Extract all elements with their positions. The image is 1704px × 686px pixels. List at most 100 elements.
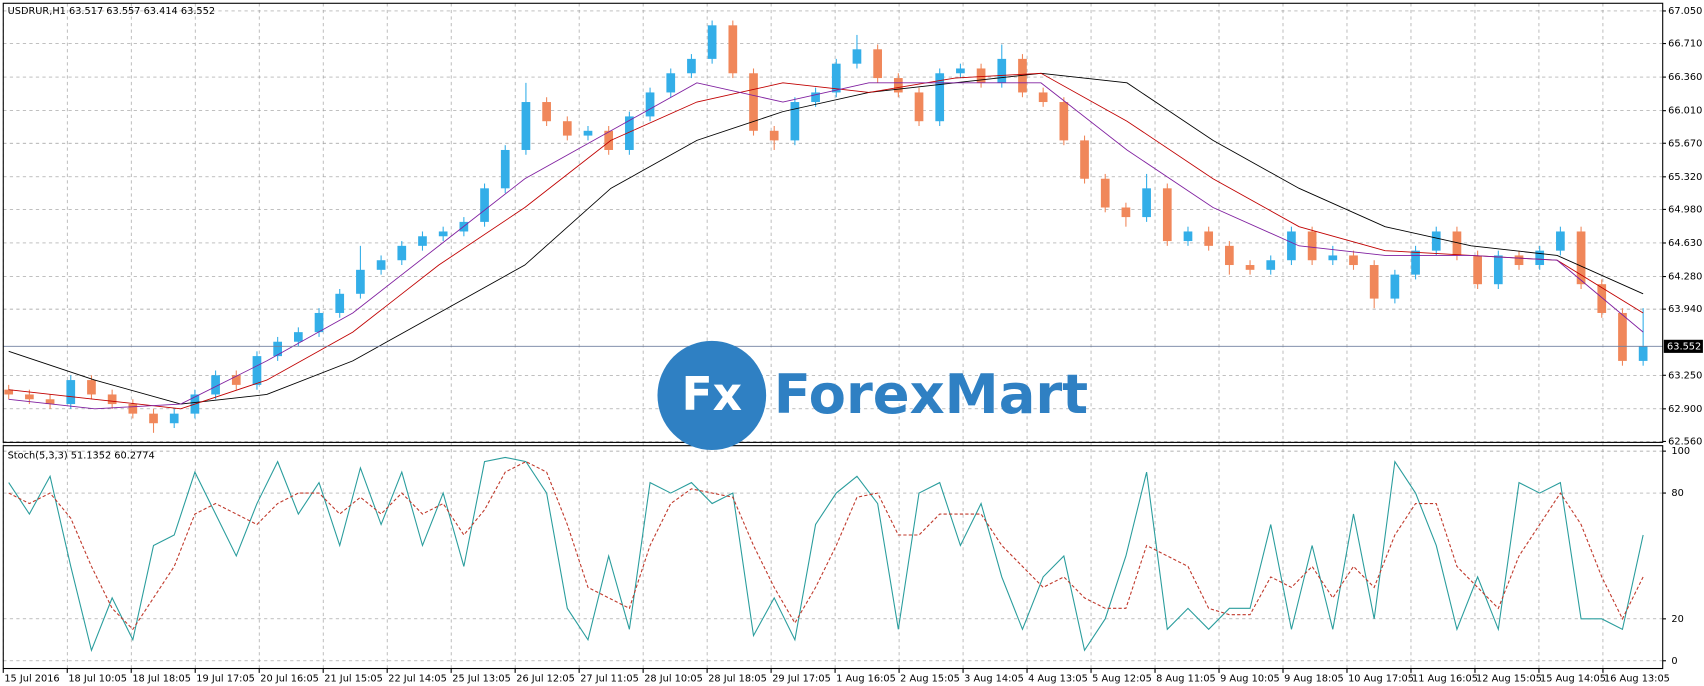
candle-body [273, 341, 283, 357]
x-tick-label: 22 Jul 14:05 [388, 673, 447, 684]
x-tick-label: 28 Jul 18:05 [708, 673, 767, 684]
x-tick-label: 28 Jul 10:05 [644, 673, 703, 684]
candle-body [873, 49, 882, 79]
last-price-label: 63.552 [1667, 341, 1701, 352]
candle-body [583, 130, 593, 136]
x-tick-label: 15 Aug 14:05 [1540, 673, 1606, 684]
candle-body [976, 68, 986, 83]
x-tick-label: 3 Aug 14:05 [964, 673, 1024, 684]
candle-body [831, 63, 841, 93]
candle-body [376, 260, 386, 270]
x-tick-label: 18 Jul 18:05 [132, 673, 191, 684]
candle-body [231, 375, 241, 385]
candle-body [1638, 346, 1648, 361]
candle-body [956, 68, 965, 74]
candle-body [562, 121, 572, 136]
y-tick-label: 66.360 [1668, 72, 1702, 83]
y-tick-label: 66.010 [1668, 106, 1702, 117]
logo-circle [657, 340, 767, 451]
candle-body [1597, 284, 1607, 313]
x-tick-label: 9 Aug 18:05 [1284, 673, 1344, 684]
y-tick-label: 64.630 [1668, 238, 1702, 249]
x-tick-label: 25 Jul 13:05 [452, 673, 511, 684]
candle-body [211, 375, 220, 395]
candle-body [1307, 231, 1317, 261]
indicator-title: Stoch(5,3,3) 51.1352 60.2774 [8, 450, 155, 461]
candle-body [1162, 188, 1172, 242]
x-tick-label: 2 Aug 15:05 [900, 673, 960, 684]
candle-body [1514, 255, 1524, 266]
logo-text: ForexMart [774, 362, 1088, 426]
x-tick-label: 8 Aug 11:05 [1156, 673, 1216, 684]
candle-body [4, 389, 14, 395]
candle-body [45, 399, 55, 405]
moving-average [8, 82, 1644, 410]
candle-body [438, 231, 448, 237]
candle-body [87, 380, 96, 395]
candle-body [1245, 265, 1255, 270]
y-tick-label: 64.280 [1668, 272, 1702, 283]
candle-body [1080, 140, 1089, 179]
candle-body [1038, 92, 1048, 103]
x-tick-label: 20 Jul 16:05 [260, 673, 319, 684]
x-tick-label: 5 Aug 12:05 [1092, 673, 1152, 684]
marks [3, 20, 1663, 653]
candle-body [1142, 188, 1151, 218]
candle-body [1556, 231, 1565, 251]
candle-body [1266, 260, 1276, 270]
candle-body [1535, 250, 1545, 266]
candle-body [149, 413, 158, 424]
y-tick-label: 65.320 [1668, 172, 1702, 183]
candle-body [790, 102, 800, 141]
candle-body [1287, 231, 1296, 261]
candle-body [1452, 231, 1462, 256]
candle-body [728, 25, 738, 74]
y-tick-label: 100 [1671, 446, 1690, 457]
candle-body [1618, 312, 1627, 361]
candle-body [25, 394, 34, 400]
x-tick-label: 19 Jul 17:05 [196, 673, 255, 684]
candle-body [66, 380, 76, 405]
last-price-box [1663, 339, 1703, 353]
candle-body [604, 130, 614, 150]
candle-body [893, 78, 903, 93]
candle-body [749, 73, 758, 131]
candle-body [314, 312, 324, 333]
candle-body [914, 92, 924, 122]
candle-body [1411, 250, 1420, 275]
y-tick-label: 0 [1671, 656, 1677, 667]
candle-body [335, 293, 345, 313]
candle-body [1183, 231, 1193, 242]
stoch-line [8, 456, 1644, 653]
moving-average [8, 72, 1644, 405]
y-tick-label: 63.250 [1668, 370, 1702, 381]
candle-body [1121, 207, 1131, 218]
x-tick-label: 27 Jul 11:05 [580, 673, 639, 684]
x-tick-label: 18 Jul 10:05 [68, 673, 127, 684]
x-tick-label: 16 Aug 13:05 [1604, 673, 1670, 684]
candle-body [293, 332, 303, 342]
candle-body [1493, 255, 1503, 285]
candle-body [107, 394, 117, 405]
candle-body [1369, 265, 1379, 299]
candle-body [769, 130, 779, 141]
y-tick-label: 80 [1671, 488, 1683, 499]
candle-body [811, 92, 820, 103]
x-tick-label: 29 Jul 17:05 [772, 673, 831, 684]
candle-body [1349, 255, 1358, 266]
chart-title: USDRUR,H1 63.517 63.557 63.414 63.552 [8, 6, 215, 17]
moving-average [8, 72, 1644, 410]
candle-body [935, 73, 945, 122]
candle-body [1100, 178, 1110, 208]
x-tick-label: 26 Jul 12:05 [516, 673, 575, 684]
y-tick-label: 62.560 [1668, 436, 1702, 447]
x-tick-label: 11 Aug 16:05 [1412, 673, 1478, 684]
y-tick-label: 67.050 [1668, 6, 1702, 17]
x-tick-label: 15 Jul 2016 [4, 673, 59, 684]
candle-body [687, 58, 696, 74]
candle-body [418, 236, 427, 246]
candle-body [707, 25, 717, 59]
candle-body [1059, 102, 1069, 141]
candle-body [625, 116, 634, 150]
